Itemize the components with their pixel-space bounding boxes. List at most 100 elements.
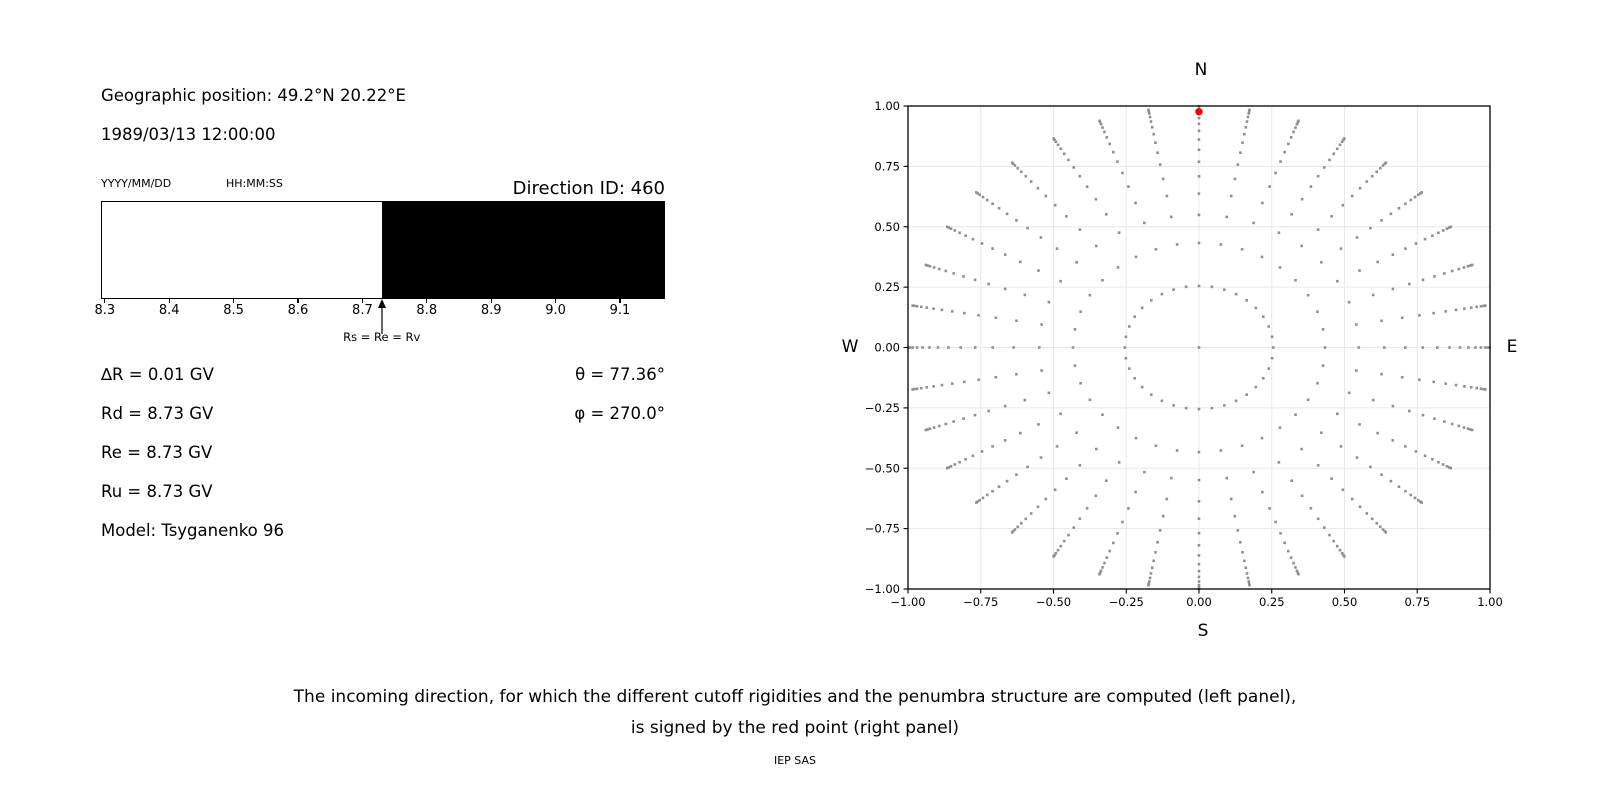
direction-dot: [1358, 505, 1362, 509]
direction-dot: [1350, 497, 1354, 501]
direction-dot: [928, 346, 931, 349]
direction-dot: [1316, 464, 1320, 467]
direction-dot: [1420, 501, 1423, 504]
direction-dot: [1105, 556, 1109, 559]
direction-dot: [977, 378, 980, 382]
direction-dot: [1079, 381, 1082, 385]
direction-dot: [1037, 269, 1040, 272]
direction-dot: [1088, 398, 1092, 402]
direction-dot: [1450, 269, 1454, 273]
direction-dot: [920, 305, 923, 309]
direction-dot: [1133, 376, 1137, 380]
direction-dot: [1016, 525, 1020, 529]
direction-dot: [1029, 180, 1033, 183]
direction-dot: [1055, 445, 1059, 448]
direction-dot: [1044, 497, 1048, 501]
direction-dot: [1380, 372, 1383, 376]
direction-dot: [1484, 346, 1487, 349]
direction-dot: [1059, 279, 1062, 283]
direction-dot: [924, 428, 928, 432]
direction-dot: [1197, 148, 1201, 152]
direction-dot: [1175, 449, 1179, 452]
direction-dot: [1197, 129, 1201, 133]
theta-value: θ = 77.36°: [575, 365, 665, 384]
y-tick-label: 0.50: [874, 220, 900, 234]
direction-dot: [1457, 424, 1461, 428]
direction-dot: [1197, 531, 1201, 535]
direction-dot: [1247, 112, 1251, 115]
penumbra-band-chart: [101, 201, 665, 299]
direction-dot: [1044, 194, 1048, 198]
direction-dot: [1197, 575, 1201, 579]
direction-dot: [1197, 192, 1201, 195]
penumbra-x-tick: [426, 299, 428, 303]
direction-dot: [944, 422, 948, 426]
penumbra-x-tick-label: 8.3: [94, 303, 116, 318]
direction-dot: [1065, 215, 1068, 218]
direction-dot: [1391, 287, 1395, 291]
direction-dot: [1423, 454, 1427, 458]
direction-dot: [1079, 310, 1082, 314]
x-tick-label: 0.00: [1186, 595, 1212, 609]
direction-dot: [1247, 580, 1251, 583]
time-format-label: HH:MM:SS: [226, 177, 283, 190]
direction-dot: [926, 264, 929, 267]
direction-dot: [1148, 576, 1152, 580]
direction-dot: [1121, 171, 1124, 175]
direction-dot: [1335, 544, 1339, 548]
direction-dot: [1274, 171, 1277, 175]
direction-dot: [1469, 386, 1473, 389]
direction-dot: [1417, 498, 1420, 502]
direction-dot: [1036, 505, 1040, 509]
direction-dot: [1442, 420, 1446, 423]
direction-dot: [1078, 464, 1082, 467]
direction-dot: [949, 227, 953, 230]
direction-dot: [1365, 512, 1369, 515]
direction-dot: [1078, 228, 1082, 231]
direction-dot: [1462, 266, 1466, 269]
direction-dot: [911, 388, 915, 391]
direction-dot: [1047, 300, 1051, 304]
direction-dot: [1197, 346, 1201, 349]
direction-dot: [1376, 431, 1379, 435]
compass-west-label: W: [841, 337, 859, 357]
direction-dot: [1322, 526, 1326, 529]
direction-dot: [997, 206, 1001, 210]
rd-value: Rd = 8.73 GV: [101, 404, 214, 423]
direction-dot: [932, 385, 935, 388]
direction-dot: [1300, 447, 1303, 451]
penumbra-x-tick-label: 8.9: [480, 303, 502, 318]
direction-dot: [1404, 489, 1407, 493]
direction-dot: [1482, 387, 1485, 391]
direction-dot: [1254, 306, 1258, 310]
direction-dot: [1134, 201, 1137, 205]
x-tick-label: −0.75: [963, 595, 998, 609]
direction-dot: [997, 485, 1001, 489]
direction-dot: [1233, 514, 1237, 518]
direction-dot: [1376, 260, 1379, 264]
direction-dot: [1355, 323, 1358, 326]
direction-dot: [1332, 539, 1336, 543]
direction-dot: [1469, 306, 1473, 309]
direction-dot: [1026, 465, 1029, 469]
direction-dot: [1384, 161, 1388, 164]
direction-dot: [1197, 122, 1201, 126]
direction-dot: [1418, 378, 1421, 382]
direction-dot: [964, 458, 967, 461]
direction-dot: [1384, 531, 1388, 534]
direction-dot: [1059, 544, 1063, 548]
direction-dot: [1268, 185, 1271, 188]
direction-dot: [1019, 260, 1022, 264]
direction-dot: [1316, 310, 1319, 314]
direction-dot: [1449, 466, 1453, 470]
direction-dot: [1101, 413, 1104, 417]
direction-dot: [1147, 112, 1151, 115]
direction-dot: [1239, 540, 1242, 544]
direction-dot: [1010, 161, 1014, 164]
direction-dot: [1094, 197, 1098, 201]
direction-dot: [1029, 512, 1033, 515]
direction-dot: [1197, 116, 1201, 120]
direction-dot: [994, 316, 998, 320]
direction-dot: [1003, 287, 1007, 291]
direction-dot: [1088, 293, 1092, 297]
